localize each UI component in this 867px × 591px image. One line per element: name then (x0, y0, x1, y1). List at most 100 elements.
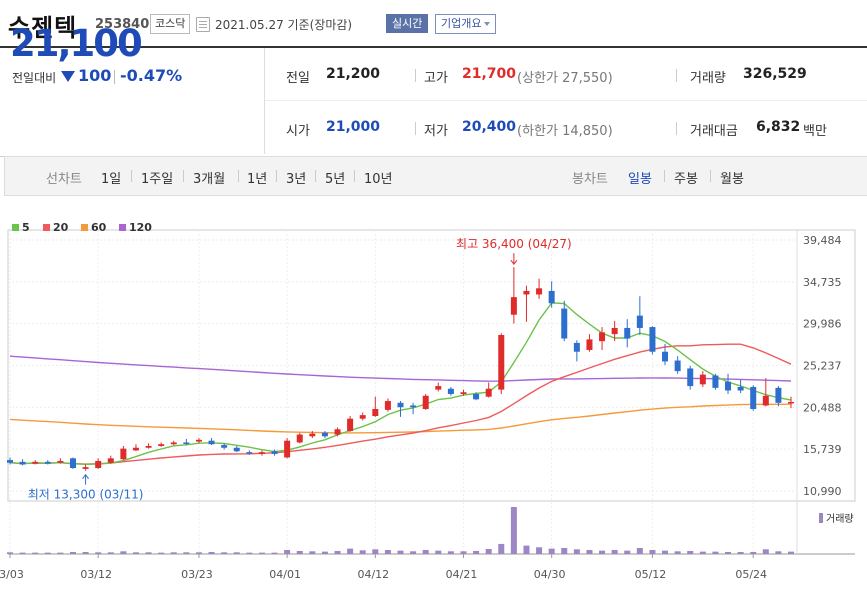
volume-bar (737, 551, 744, 554)
period-10y[interactable]: 10년 (364, 172, 393, 187)
volume-bar (195, 552, 202, 554)
period-5y[interactable]: 5년 (325, 172, 346, 187)
volume-bar (57, 552, 64, 554)
y-tick-label: 34,735 (803, 276, 842, 289)
open-label: 시가 (286, 124, 310, 139)
period-3y[interactable]: 3년 (286, 172, 307, 187)
candle-body (762, 395, 769, 406)
volume-bar (145, 552, 152, 554)
legend-label: 20 (53, 221, 69, 234)
divider (415, 69, 416, 82)
volume-bar (699, 551, 706, 554)
candle-body (145, 445, 152, 448)
candle-body (233, 447, 240, 452)
x-tick-label: 04/30 (534, 568, 566, 581)
y-tick-label: 15,739 (803, 443, 842, 456)
candle-body (258, 452, 265, 454)
legend-label: 60 (91, 221, 107, 234)
volume-bar (725, 551, 732, 554)
volume-bar (536, 547, 543, 554)
candle-body (309, 433, 316, 437)
volume-bar (460, 551, 467, 554)
y-tick-label: 39,484 (803, 234, 842, 247)
line-chart-label: 선차트 (46, 172, 82, 187)
candle-body (435, 386, 442, 390)
y-tick-label: 25,237 (803, 360, 842, 373)
prev-close-label: 전일 (286, 71, 310, 86)
divider (676, 69, 677, 82)
x-tick-label: 05/24 (735, 568, 767, 581)
candle-body (498, 334, 505, 390)
candle-body (384, 401, 391, 410)
volume-bar (649, 549, 656, 554)
candle-body (372, 408, 379, 417)
volume-bar (334, 550, 341, 554)
candle-body (649, 327, 656, 352)
volume-bar (485, 548, 492, 554)
min-annotation: 최저 13,300 (03/11) (28, 488, 144, 502)
candle-body (82, 467, 89, 469)
divider (238, 170, 239, 182)
candle-body (321, 432, 328, 437)
volume-bar (410, 551, 417, 554)
candle-body (510, 297, 517, 315)
legend-swatch (43, 224, 50, 231)
candle-body (120, 448, 127, 460)
candle-body (246, 452, 253, 454)
chart-toolbar (4, 156, 867, 196)
volume-bar (599, 550, 606, 554)
volume-bar (347, 548, 354, 554)
divider (264, 48, 265, 154)
volume-bar (95, 552, 102, 554)
candle-body (7, 460, 13, 463)
candle-body (359, 415, 366, 419)
corp-info-button[interactable]: 기업개요 (435, 14, 497, 34)
volume-bar (422, 549, 429, 554)
volume-bar (384, 549, 391, 554)
candle-body (573, 342, 580, 352)
candle-weekly[interactable]: 주봉 (674, 172, 698, 187)
period-3m[interactable]: 3개월 (193, 172, 226, 187)
x-tick-label: 03/23 (181, 568, 213, 581)
candle-body (347, 418, 354, 432)
volume-bar (69, 551, 76, 554)
candle-body (725, 381, 732, 391)
candle-body (473, 394, 480, 400)
candle-monthly[interactable]: 월봉 (720, 172, 744, 187)
candle-body (284, 440, 291, 458)
realtime-button[interactable]: 실시간 (386, 14, 429, 33)
x-tick-label: 04/21 (446, 568, 478, 581)
volume-bar (674, 551, 681, 554)
divider (315, 170, 316, 182)
candle-body (132, 447, 139, 451)
x-tick-label: 03/03 (0, 568, 24, 581)
candle-daily[interactable]: 일봉 (628, 172, 652, 187)
period-1y[interactable]: 1년 (247, 172, 268, 187)
period-1w[interactable]: 1주일 (141, 172, 174, 187)
upper-limit: (상한가 27,550) (517, 71, 613, 86)
volume-bar (435, 550, 442, 554)
price-chart[interactable]: 39,484 34,735 29,986 25,237 20,488 15,739 10,9… (0, 205, 867, 591)
volume-legend-label: 거래량 (826, 513, 854, 525)
candle-body (447, 388, 454, 395)
volume-bar (32, 552, 39, 554)
period-1d[interactable]: 1일 (101, 172, 122, 187)
stock-header: 수젠텍 253840 코스닥 2021.05.27 기준(장마감) 실시간 기업… (0, 0, 867, 46)
volume-bar (624, 550, 631, 554)
candle-body (183, 442, 190, 444)
volume-label: 거래량 (690, 71, 726, 86)
candle-body (523, 290, 530, 295)
volume-bar (309, 551, 316, 554)
open-value: 21,000 (326, 119, 381, 135)
volume-legend-swatch (819, 513, 823, 523)
amount-value: 6,832 (756, 119, 801, 135)
low-value: 20,400 (462, 119, 517, 135)
candle-body (158, 444, 165, 446)
candle-body (699, 374, 706, 385)
down-triangle-icon (61, 71, 75, 82)
volume-bar (7, 552, 13, 554)
volume-bar (233, 552, 240, 554)
divider (131, 170, 132, 182)
candle-body (195, 439, 202, 442)
divider (664, 170, 665, 182)
